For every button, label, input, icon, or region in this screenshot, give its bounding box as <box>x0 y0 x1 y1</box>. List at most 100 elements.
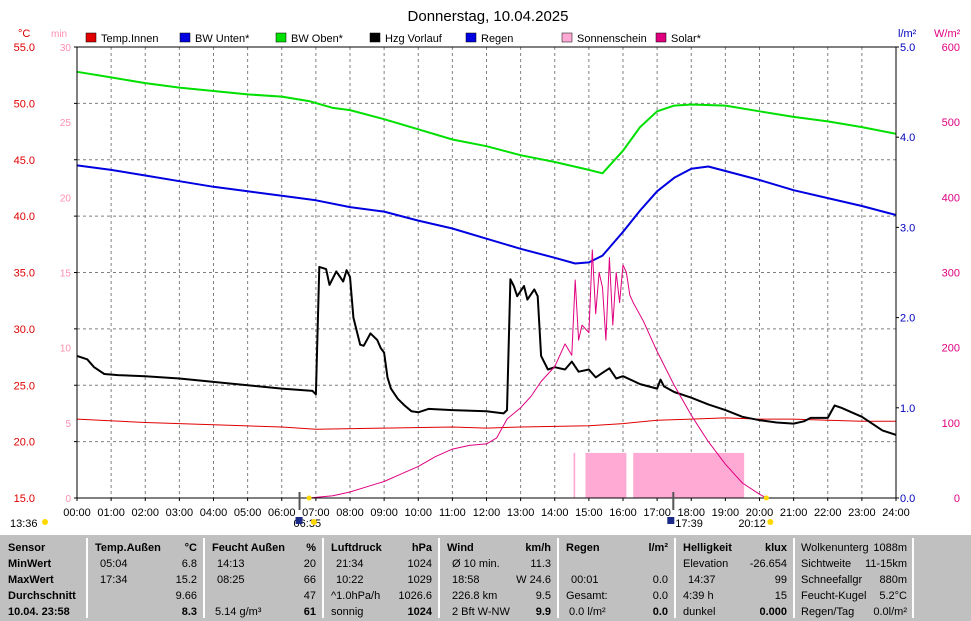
y-tick-label-c: 25.0 <box>14 380 35 392</box>
x-axis-ticks: 00:00 01:00 02:00 03:00 04:00 05:00 06:00 07:00… <box>63 498 910 519</box>
table-col-wind: Wind km/h Ø 10 min. 11.3 18:58 W 24.6 226.8… <box>442 538 559 618</box>
wind-current: 9.9 <box>535 606 551 618</box>
druck-unit: hPa <box>411 542 432 554</box>
x-tick-label: 07:00 <box>302 507 330 519</box>
legend-swatch <box>655 32 667 43</box>
sun-icon <box>310 519 317 525</box>
y-tick-label-c: 50.0 <box>14 98 35 110</box>
y-tick-label-c: 35.0 <box>14 268 35 280</box>
y-tick-label-solar: 0 <box>954 493 960 505</box>
x-tick-label: 23:00 <box>848 507 876 519</box>
misc-snow-val: 880m <box>879 574 907 586</box>
x-tick-label: 05:00 <box>234 507 262 519</box>
x-tick-label: 00:00 <box>63 507 91 519</box>
label-min: MinWert <box>8 558 52 570</box>
regen-val: 0.0 <box>652 574 668 586</box>
y-tick-label-rain: 2.0 <box>900 313 915 325</box>
sunshine-bar <box>573 452 576 498</box>
sun-icon <box>42 519 48 525</box>
legend-label: Regen <box>481 33 513 45</box>
legend-swatch <box>85 32 97 43</box>
misc-vis-val: 11-15km <box>865 558 907 570</box>
grid <box>77 47 896 498</box>
misc-wetbulb-label: Feucht-Kugel <box>801 590 867 602</box>
legend-swatch <box>275 32 287 43</box>
x-tick-label: 04:00 <box>200 507 228 519</box>
misc-snow-label: Schneefallgr <box>801 574 863 586</box>
table-col-temp: Temp.Außen °C 05:04 6.8 17:34 15.2 9.66 8.3 <box>90 538 205 618</box>
hell-state: dunkel <box>683 606 716 618</box>
x-tick-label: 15:00 <box>575 507 603 519</box>
table-col-labels: Sensor MinWert MaxWert Durchschnitt 10.0… <box>2 538 88 618</box>
y-tick-label-c: 40.0 <box>14 211 35 223</box>
y-tick-label-min: 30 <box>60 43 72 54</box>
druck-min-time: 21:34 <box>336 558 364 570</box>
solar-unit-label: W/m² <box>934 28 961 40</box>
legend-label: BW Oben* <box>291 33 344 45</box>
legend-swatch <box>561 32 573 43</box>
regen-total: 0.0 <box>652 590 668 602</box>
hell-elev-val: -26.654 <box>749 558 787 570</box>
hell-elev-label: Elevation <box>683 558 729 570</box>
series-line-temp-innen <box>76 417 896 430</box>
y-tick-label-min: 25 <box>60 118 72 129</box>
regen-day: 0.0 l/m² <box>569 606 606 618</box>
x-tick-label: 11:00 <box>439 507 466 519</box>
x-tick-label: 24:00 <box>882 507 910 519</box>
y-tick-label-c: 15.0 <box>14 493 35 505</box>
table-col-druck: Luftdruck hPa 21:34 1024 10:22 1029 ^1.0hPa… <box>326 538 440 618</box>
x-tick-label: 20:00 <box>746 507 774 519</box>
sun-annotations: 13:36 06:35 17:39 20:12 <box>10 492 774 530</box>
x-tick-label: 14:00 <box>541 507 569 519</box>
series-line-bw-unten- <box>76 164 897 265</box>
feucht-abs: 5.14 g/m³ <box>215 606 262 618</box>
sunrise-dot <box>306 495 312 501</box>
feucht-min-time: 14:13 <box>217 558 245 570</box>
x-tick-label: 18:00 <box>677 507 705 519</box>
y-tick-label-c: 55.0 <box>14 42 35 54</box>
y-tick-label-solar: 200 <box>942 343 960 355</box>
regen-total-label: Gesamt: <box>566 590 608 602</box>
y-tick-label-c: 45.0 <box>14 155 35 167</box>
x-tick-label: 21:00 <box>780 507 808 519</box>
regen-title: Regen <box>566 542 600 554</box>
label-sensor: Sensor <box>8 542 46 554</box>
x-tick-label: 16:00 <box>609 507 637 519</box>
misc-cloud-val: 1088m <box>873 542 907 554</box>
x-tick-label: 19:00 <box>712 507 740 519</box>
table-col-misc: Wolkenunterg 1088m Sichtweite 11-15km Schn… <box>797 538 914 618</box>
y-tick-label-solar: 300 <box>942 268 960 280</box>
misc-rainday-label: Regen/Tag <box>801 606 855 618</box>
misc-rainday-val: 0.0l/m² <box>873 606 907 618</box>
druck-max-val: 1029 <box>407 574 432 586</box>
y-tick-label-solar: 400 <box>942 192 960 204</box>
feucht-min-val: 20 <box>303 558 316 570</box>
x-tick-label: 06:00 <box>268 507 296 519</box>
y-tick-label-rain: 4.0 <box>900 132 915 144</box>
y-tick-label-solar: 600 <box>942 42 960 54</box>
wind-gust-val: W 24.6 <box>516 574 551 586</box>
temp-title: Temp.Außen <box>95 542 161 554</box>
x-tick-label: 17:00 <box>643 507 671 519</box>
feucht-avg: 47 <box>303 590 316 602</box>
hell-current: 0.000 <box>759 606 787 618</box>
legend-label: Temp.Innen <box>101 33 158 45</box>
feucht-current: 61 <box>303 606 316 618</box>
wind-avg-label: Ø 10 min. <box>452 558 500 570</box>
druck-title: Luftdruck <box>331 542 382 554</box>
druck-current: 1024 <box>407 606 432 618</box>
regen-current: 0.0 <box>652 606 668 618</box>
misc-cloud-label: Wolkenunterg <box>801 542 869 554</box>
y-tick-label-c: 20.0 <box>14 437 35 449</box>
label-max: MaxWert <box>8 574 54 586</box>
wind-unit: km/h <box>525 542 551 554</box>
feucht-unit: % <box>306 542 316 554</box>
label-date: 10.04. 23:58 <box>8 606 70 618</box>
misc-wetbulb-val: 5.2°C <box>879 590 907 602</box>
table-col-helligkeit: Helligkeit klux Elevation -26.654 14:37 99 … <box>678 538 795 618</box>
x-tick-label: 08:00 <box>336 507 364 519</box>
annotation-label: 17:39 <box>675 518 703 530</box>
wind-distance: 226.8 km <box>452 590 498 602</box>
x-tick-label: 13:00 <box>507 507 535 519</box>
sun-icon <box>767 519 774 525</box>
